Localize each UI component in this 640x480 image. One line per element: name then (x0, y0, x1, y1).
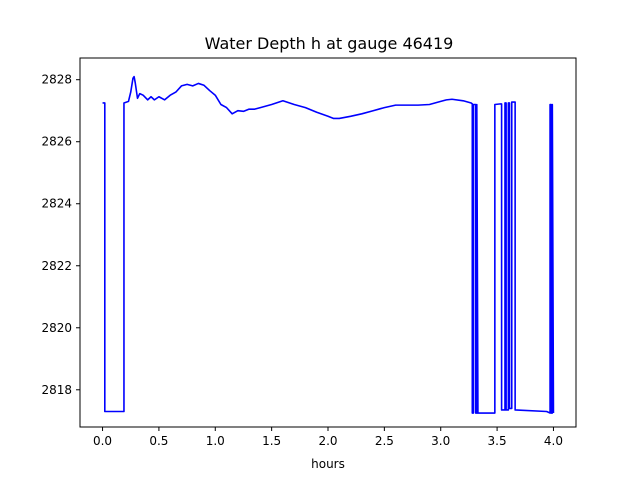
x-tick-label: 1.5 (262, 434, 281, 448)
y-axis-ticks: 2818 2820 2822 2824 2826 2828 (41, 73, 80, 397)
x-tick-label: 3.0 (431, 434, 450, 448)
y-tick-label: 2822 (41, 259, 72, 273)
chart-title: Water Depth h at gauge 46419 (205, 34, 454, 53)
x-tick-label: 3.5 (488, 434, 507, 448)
y-tick-label: 2826 (41, 135, 72, 149)
x-tick-label: 4.0 (544, 434, 563, 448)
x-tick-label: 2.5 (375, 434, 394, 448)
y-tick-label: 2818 (41, 383, 72, 397)
x-axis-ticks: 0.0 0.5 1.0 1.5 2.0 2.5 3.0 3.5 4.0 (93, 427, 563, 448)
x-tick-label: 1.0 (206, 434, 225, 448)
series-layer (102, 75, 555, 414)
x-axis-label: hours (311, 457, 345, 471)
y-tick-label: 2824 (41, 197, 72, 211)
x-tick-label: 2.0 (318, 434, 337, 448)
y-tick-label: 2820 (41, 321, 72, 335)
y-tick-label: 2828 (41, 73, 72, 87)
x-tick-label: 0.5 (149, 434, 168, 448)
x-tick-label: 0.0 (93, 434, 112, 448)
series-line (102, 75, 555, 414)
